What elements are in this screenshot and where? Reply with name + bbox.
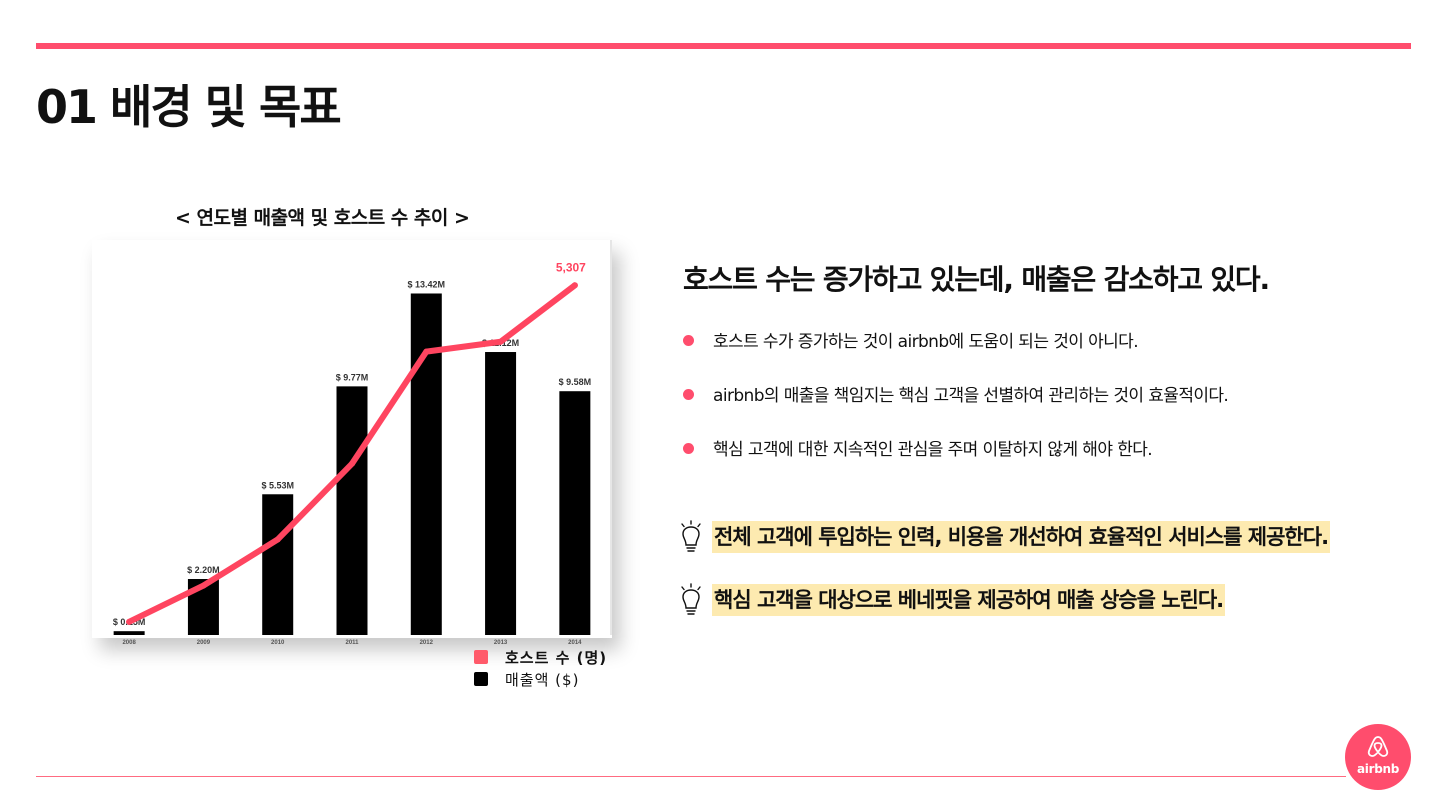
x-tick-2009: 2009 (197, 640, 211, 644)
lightbulb-icon (681, 520, 701, 552)
bullet-text: 호스트 수가 증가하는 것이 airbnb에 도움이 되는 것이 아니다. (713, 332, 1139, 352)
callout-1: 전체 고객에 투입하는 인력, 비용을 개선하여 효율적인 서비스를 제공한다. (678, 520, 1331, 554)
bar-2013 (485, 352, 517, 635)
bar-label-2010: $ 5.53M (261, 480, 294, 490)
bar-label-2012: $ 13.42M (408, 279, 446, 289)
logo-text: airbnb (1356, 762, 1400, 776)
callout-text: 전체 고객에 투입하는 인력, 비용을 개선하여 효율적인 서비스를 제공한다. (712, 521, 1331, 553)
airbnb-belo-icon (1367, 736, 1389, 757)
callout-text: 핵심 고객을 대상으로 베네핏을 제공하여 매출 상승을 노린다. (712, 584, 1226, 616)
bullet-item: 호스트 수가 증가하는 것이 airbnb에 도움이 되는 것이 아니다. (683, 328, 1228, 382)
host-end-label: 5,307 (556, 260, 586, 274)
host-point-2009 (200, 582, 207, 589)
bullet-item: airbnb의 매출을 책임지는 핵심 고객을 선별하여 관리하는 것이 효율적… (683, 382, 1229, 436)
bottom-divider (36, 776, 1346, 777)
host-point-2014 (571, 282, 578, 289)
headline: 호스트 수는 증가하고 있는데, 매출은 감소하고 있다. (683, 263, 1270, 296)
host-point-2010 (274, 536, 281, 543)
host-point-2008 (126, 618, 133, 625)
bar-2014 (559, 391, 591, 635)
x-tick-2014: 2014 (568, 640, 582, 644)
host-point-2012 (423, 348, 430, 355)
bar-label-2009: $ 2.20M (187, 565, 220, 575)
host-point-2011 (349, 460, 355, 467)
lightbulb-icon (681, 583, 701, 615)
callout-2: 핵심 고객을 대상으로 베네핏을 제공하여 매출 상승을 노린다. (678, 583, 1226, 617)
bullet-item: 핵심 고객에 대한 지속적인 관심을 주며 이탈하지 않게 해야 한다. (683, 436, 1228, 490)
chart-legend: 호스트 수 (명) 매출액 ($) (474, 646, 607, 690)
chart-title: < 연도별 매출액 및 호스트 수 추이 > (175, 207, 470, 229)
bar-label-2014: $ 9.58M (559, 377, 592, 387)
bullet-text: airbnb의 매출을 책임지는 핵심 고객을 선별하여 관리하는 것이 효율적… (713, 386, 1229, 406)
x-tick-2013: 2013 (494, 640, 508, 644)
bar-label-2011: $ 9.77M (336, 372, 369, 382)
bullet-dot (683, 389, 694, 400)
legend-item-revenue: 매출액 ($) (474, 668, 607, 690)
bullet-dot (683, 335, 694, 346)
x-tick-2011: 2011 (345, 640, 359, 644)
legend-swatch-hosts (474, 650, 488, 664)
legend-label-hosts: 호스트 수 (명) (505, 648, 608, 667)
airbnb-logo: airbnb (1345, 724, 1411, 790)
legend-item-hosts: 호스트 수 (명) (474, 646, 607, 668)
bullet-dot (683, 443, 694, 454)
host-point-2013 (497, 338, 504, 345)
legend-swatch-revenue (474, 672, 488, 686)
legend-label-revenue: 매출액 ($) (505, 670, 580, 689)
bar-2012 (410, 293, 442, 635)
x-tick-2010: 2010 (271, 640, 285, 644)
bar-2010 (262, 494, 294, 635)
bar-2011 (336, 386, 368, 635)
x-tick-2012: 2012 (420, 640, 434, 644)
bullet-text: 핵심 고객에 대한 지속적인 관심을 주며 이탈하지 않게 해야 한다. (713, 440, 1153, 460)
bar-2008 (113, 631, 145, 635)
top-accent-bar (36, 43, 1411, 49)
bullet-list: 호스트 수가 증가하는 것이 airbnb에 도움이 되는 것이 아니다. ai… (683, 328, 1229, 490)
page-title: 01 배경 및 목표 (36, 80, 342, 134)
x-tick-2008: 2008 (122, 640, 136, 644)
